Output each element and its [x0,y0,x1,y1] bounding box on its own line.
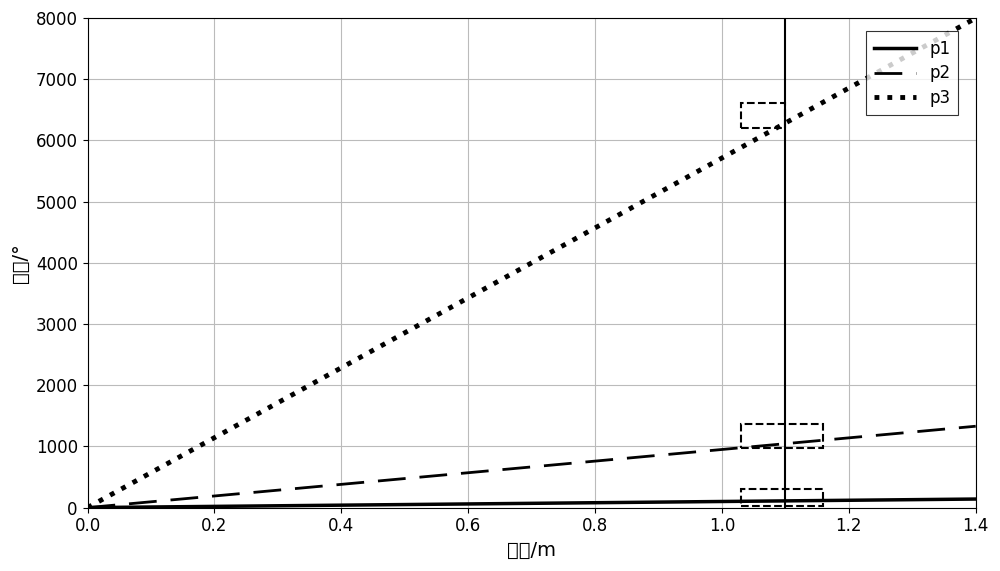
p2 [82,504,94,511]
Line: p1: p1 [88,499,976,508]
p1 [82,504,94,511]
p3 [970,15,982,22]
p1 [441,501,453,508]
p1 [473,500,485,507]
p1 [970,496,982,502]
p2 [691,448,703,455]
Line: p2: p2 [88,426,976,508]
Bar [741,424,823,448]
Bar [741,489,823,506]
p3 [691,168,703,175]
Line: p3: p3 [88,18,976,508]
p2 [441,471,453,478]
p3 [172,454,184,461]
X-axis label: 距离/m: 距离/m [507,541,556,560]
p1 [774,497,786,504]
p1 [172,503,184,510]
p2 [774,441,786,448]
p2 [473,468,485,475]
p3 [774,123,786,130]
p2 [970,423,982,429]
Legend: p1, p2, p3: p1, p2, p3 [866,31,958,115]
p1 [691,498,703,505]
Y-axis label: 相位/°: 相位/° [11,243,30,283]
p3 [790,114,802,120]
p2 [172,496,184,502]
p3 [473,288,485,295]
p1 [790,497,802,504]
Bar [741,103,785,128]
p2 [790,439,802,446]
p3 [82,504,94,511]
p3 [441,306,453,313]
